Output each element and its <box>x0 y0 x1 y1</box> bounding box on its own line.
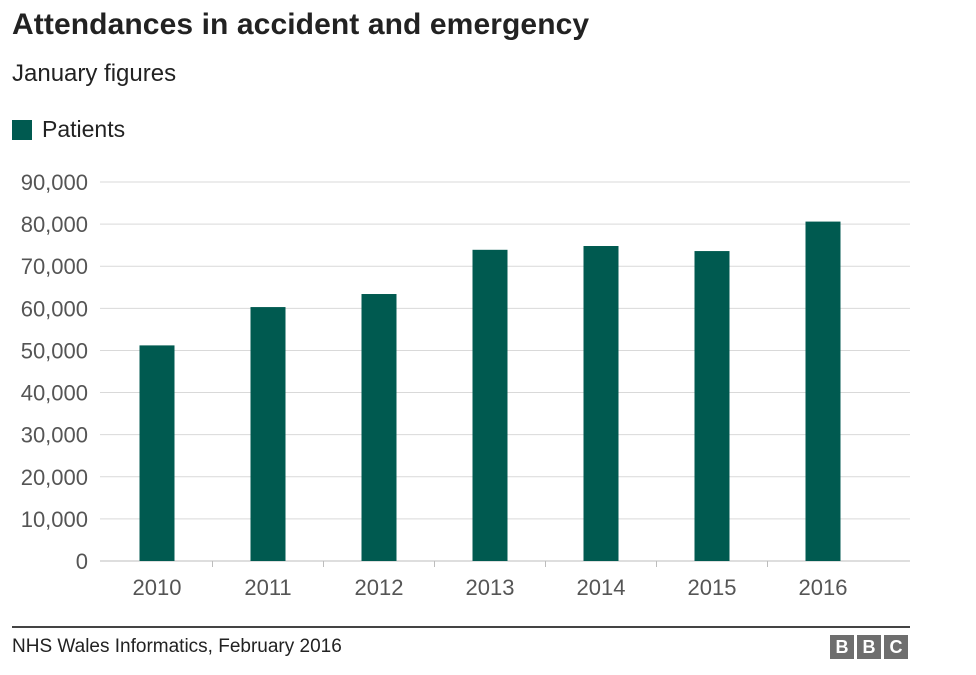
y-tick-label: 10,000 <box>21 507 88 532</box>
y-tick-label: 50,000 <box>21 338 88 363</box>
y-tick-label: 0 <box>76 549 88 574</box>
x-tick-label: 2011 <box>244 575 291 600</box>
x-tick-label: 2010 <box>133 575 182 600</box>
y-tick-label: 90,000 <box>21 170 88 195</box>
x-tick-label: 2013 <box>466 575 515 600</box>
x-tick-label: 2015 <box>688 575 737 600</box>
y-tick-label: 70,000 <box>21 254 88 279</box>
source-note: NHS Wales Informatics, February 2016 <box>12 636 342 657</box>
logo-letter-c: C <box>884 635 908 659</box>
bbc-logo: B B C <box>830 635 908 659</box>
legend-swatch-patients <box>12 119 32 140</box>
x-tick-label: 2012 <box>355 575 404 600</box>
bar <box>805 221 841 561</box>
bar <box>694 251 730 561</box>
logo-letter-b2: B <box>857 635 881 659</box>
y-tick-label: 80,000 <box>21 212 88 237</box>
bar <box>250 307 286 561</box>
y-tick-label: 40,000 <box>21 381 88 406</box>
y-tick-label: 20,000 <box>21 465 88 490</box>
chart-title: Attendances in accident and emergency <box>12 8 590 41</box>
legend-label-patients: Patients <box>42 116 126 142</box>
bar-chart: 0 10,000 20,000 30,000 40,000 50,000 60,000 70,… <box>21 170 910 600</box>
x-tick-label: 2014 <box>577 575 626 600</box>
y-tick-label: 30,000 <box>21 423 88 448</box>
logo-letter-b1: B <box>830 635 854 659</box>
bar <box>583 246 619 561</box>
bar <box>361 294 397 561</box>
x-tick-label: 2016 <box>799 575 848 600</box>
chart-subtitle: January figures <box>12 60 177 87</box>
bar <box>472 249 508 561</box>
legend: Patients <box>12 116 125 143</box>
y-tick-label: 60,000 <box>21 296 88 321</box>
footer-divider <box>12 626 910 628</box>
bar <box>139 345 175 561</box>
